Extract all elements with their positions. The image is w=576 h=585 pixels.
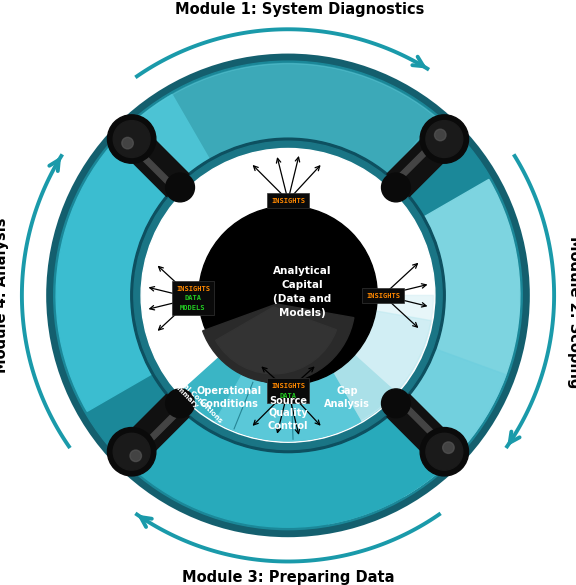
Wedge shape: [288, 295, 433, 432]
Text: Analytical
Capital
(Data and
Models): Analytical Capital (Data and Models): [273, 267, 332, 318]
Wedge shape: [288, 180, 520, 496]
Circle shape: [131, 138, 445, 453]
Circle shape: [134, 141, 442, 449]
Circle shape: [434, 129, 446, 141]
Text: DATA: DATA: [279, 393, 297, 398]
Text: Module 4: Analysis: Module 4: Analysis: [0, 218, 9, 373]
Circle shape: [49, 56, 527, 535]
Text: Module 2: Scoping: Module 2: Scoping: [567, 236, 576, 389]
Text: Operational Conditions
Summary: Operational Conditions Summary: [149, 355, 223, 429]
Wedge shape: [56, 95, 288, 411]
Circle shape: [122, 137, 133, 149]
Polygon shape: [393, 126, 451, 184]
FancyBboxPatch shape: [362, 288, 404, 302]
Circle shape: [420, 115, 468, 163]
Text: DATA: DATA: [184, 295, 202, 301]
Wedge shape: [203, 304, 354, 383]
Polygon shape: [113, 121, 189, 197]
Wedge shape: [288, 295, 506, 524]
Circle shape: [381, 173, 410, 202]
Circle shape: [199, 206, 377, 385]
Polygon shape: [387, 121, 463, 197]
Wedge shape: [215, 307, 336, 374]
Polygon shape: [387, 394, 463, 470]
Text: MODELS: MODELS: [180, 305, 206, 311]
Circle shape: [141, 149, 435, 442]
Circle shape: [381, 389, 410, 418]
Circle shape: [420, 428, 468, 476]
Circle shape: [113, 433, 150, 470]
Text: Module 3: Preparing Data: Module 3: Preparing Data: [182, 570, 394, 585]
Circle shape: [113, 121, 150, 157]
Circle shape: [108, 428, 156, 476]
Circle shape: [130, 450, 142, 462]
Text: INSIGHTS: INSIGHTS: [176, 285, 210, 292]
Wedge shape: [139, 64, 437, 295]
Wedge shape: [180, 295, 396, 441]
Polygon shape: [113, 394, 189, 470]
Text: Source
Quality
Control: Source Quality Control: [268, 396, 308, 431]
Circle shape: [108, 115, 156, 163]
Text: INSIGHTS: INSIGHTS: [271, 198, 305, 204]
FancyBboxPatch shape: [172, 281, 214, 315]
FancyBboxPatch shape: [267, 193, 309, 208]
Wedge shape: [288, 295, 431, 421]
Circle shape: [443, 442, 454, 453]
Circle shape: [166, 389, 195, 418]
Wedge shape: [124, 295, 452, 527]
Text: Module 1: System Diagnostics: Module 1: System Diagnostics: [175, 2, 424, 16]
Polygon shape: [119, 133, 177, 190]
FancyBboxPatch shape: [267, 378, 309, 402]
Text: Operational
Conditions: Operational Conditions: [196, 387, 262, 409]
Circle shape: [426, 433, 463, 470]
Circle shape: [166, 173, 195, 202]
Text: INSIGHTS: INSIGHTS: [271, 383, 305, 389]
Polygon shape: [125, 407, 183, 464]
Text: Gap
Analysis: Gap Analysis: [324, 387, 370, 409]
Circle shape: [426, 121, 463, 157]
Text: INSIGHTS: INSIGHTS: [366, 292, 400, 298]
Circle shape: [54, 61, 522, 529]
Wedge shape: [215, 295, 361, 441]
Polygon shape: [399, 400, 457, 458]
